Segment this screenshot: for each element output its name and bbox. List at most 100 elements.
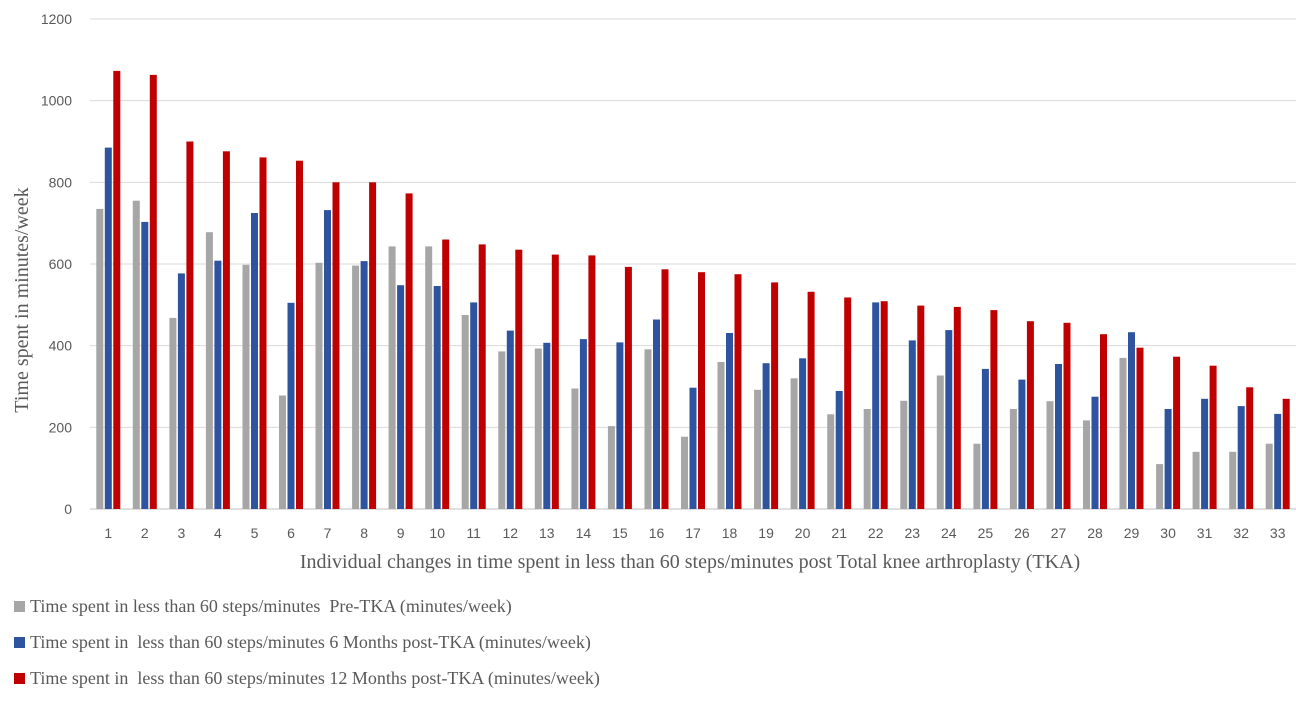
- bar-pre-tka-20: [790, 378, 798, 509]
- x-tick-label: 9: [397, 525, 405, 541]
- y-tick-label: 200: [49, 419, 73, 435]
- bar-pre-tka-8: [352, 265, 360, 509]
- y-tick-label: 1000: [41, 93, 72, 109]
- bar-12-months-18: [734, 274, 742, 509]
- x-tick-label: 31: [1197, 525, 1213, 541]
- bar-pre-tka-26: [1009, 409, 1017, 509]
- bar-12-months-26: [1026, 321, 1034, 509]
- y-tick-label: 0: [64, 501, 72, 517]
- bar-12-months-9: [405, 193, 413, 509]
- x-tick-label: 18: [722, 525, 738, 541]
- bars: [96, 70, 1290, 510]
- bar-6-months-23: [908, 340, 916, 509]
- legend-swatch-pre-tka: [14, 601, 25, 612]
- x-tick-label: 32: [1233, 525, 1249, 541]
- x-tick-label: 2: [141, 525, 149, 541]
- bar-6-months-12: [506, 330, 514, 509]
- bar-pre-tka-9: [388, 246, 396, 509]
- x-tick-label: 15: [612, 525, 628, 541]
- bar-pre-tka-19: [754, 389, 762, 509]
- x-tick-label: 29: [1124, 525, 1140, 541]
- bar-6-months-21: [835, 391, 843, 509]
- legend: Time spent in less than 60 steps/minutes…: [14, 596, 600, 705]
- legend-label-6-months: Time spent in less than 60 steps/minutes…: [30, 632, 591, 652]
- bar-pre-tka-15: [607, 426, 615, 509]
- bar-6-months-13: [543, 342, 551, 509]
- bar-6-months-26: [1018, 379, 1026, 509]
- legend-swatch-12-months: [14, 673, 25, 684]
- bar-6-months-4: [214, 260, 222, 509]
- bar-12-months-2: [149, 74, 157, 510]
- legend-item-6-months: Time spent in less than 60 steps/minutes…: [14, 632, 600, 652]
- bar-6-months-10: [433, 286, 441, 509]
- legend-label-pre-tka: Time spent in less than 60 steps/minutes…: [30, 596, 512, 616]
- bar-12-months-23: [917, 305, 925, 509]
- bar-6-months-30: [1164, 409, 1172, 509]
- bar-12-months-28: [1100, 334, 1107, 509]
- x-tick-label: 3: [178, 525, 186, 541]
- bar-pre-tka-10: [425, 246, 433, 509]
- x-tick-label: 21: [831, 525, 847, 541]
- y-tick-label: 1200: [41, 11, 72, 27]
- x-tick-label: 12: [503, 525, 519, 541]
- x-tick-label: 20: [795, 525, 811, 541]
- x-tick-label: 33: [1270, 525, 1286, 541]
- bar-6-months-31: [1201, 398, 1209, 510]
- x-axis-ticks: 1 2 3 4 5 6 7 8 9 10 11 12 13 14 15 16 17 18 19 20 21 22 23 24 2…: [104, 525, 1285, 541]
- bar-6-months-25: [981, 368, 989, 509]
- bar-pre-tka-23: [900, 400, 908, 509]
- bar-6-months-33: [1274, 413, 1282, 509]
- bar-12-months-25: [990, 310, 998, 509]
- bar-6-months-5: [251, 213, 258, 509]
- bar-6-months-17: [689, 387, 697, 509]
- legend-item-12-months: Time spent in less than 60 steps/minutes…: [14, 668, 600, 688]
- bar-pre-tka-7: [315, 262, 323, 509]
- bar-6-months-3: [177, 273, 185, 509]
- bar-6-months-8: [360, 261, 368, 509]
- x-tick-label: 13: [539, 525, 555, 541]
- x-tick-label: 8: [360, 525, 368, 541]
- bar-6-months-19: [762, 363, 770, 509]
- bar-pre-tka-4: [205, 232, 213, 509]
- bar-12-months-13: [551, 254, 559, 509]
- bar-pre-tka-18: [717, 362, 725, 509]
- y-axis-title: Time spent in minutes/week: [11, 187, 33, 412]
- y-axis-ticks: 0 200 400 600 800 1000 1200: [41, 11, 72, 517]
- bar-12-months-21: [844, 297, 852, 509]
- bar-12-months-5: [259, 157, 267, 509]
- x-tick-label: 7: [324, 525, 332, 541]
- x-axis-title: Individual changes in time spent in less…: [300, 551, 1080, 573]
- bar-pre-tka-17: [681, 436, 688, 509]
- y-tick-label: 800: [49, 174, 73, 190]
- x-tick-label: 5: [251, 525, 259, 541]
- x-tick-label: 22: [868, 525, 884, 541]
- bar-6-months-1: [104, 147, 112, 509]
- bar-pre-tka-30: [1156, 464, 1164, 509]
- bar-12-months-19: [771, 282, 779, 509]
- bar-pre-tka-13: [534, 348, 542, 509]
- bar-6-months-15: [616, 342, 624, 509]
- x-tick-label: 6: [287, 525, 295, 541]
- bar-12-months-14: [588, 255, 596, 509]
- bar-pre-tka-28: [1083, 420, 1090, 509]
- bar-12-months-3: [186, 141, 194, 509]
- bar-pre-tka-11: [461, 315, 469, 509]
- bar-6-months-2: [141, 221, 149, 509]
- y-tick-label: 400: [49, 338, 73, 354]
- bar-6-months-24: [945, 330, 953, 509]
- x-tick-label: 24: [941, 525, 957, 541]
- bar-12-months-27: [1063, 322, 1071, 509]
- bar-pre-tka-12: [498, 351, 506, 509]
- bar-12-months-33: [1282, 398, 1290, 510]
- bar-pre-tka-24: [936, 375, 944, 509]
- x-tick-label: 1: [104, 525, 112, 541]
- bar-pre-tka-25: [973, 443, 981, 509]
- x-tick-label: 4: [214, 525, 222, 541]
- x-tick-label: 10: [429, 525, 445, 541]
- bar-12-months-4: [222, 151, 230, 510]
- bar-12-months-6: [296, 160, 303, 509]
- bar-pre-tka-31: [1192, 451, 1200, 509]
- bar-12-months-11: [478, 244, 486, 509]
- x-tick-label: 30: [1160, 525, 1176, 541]
